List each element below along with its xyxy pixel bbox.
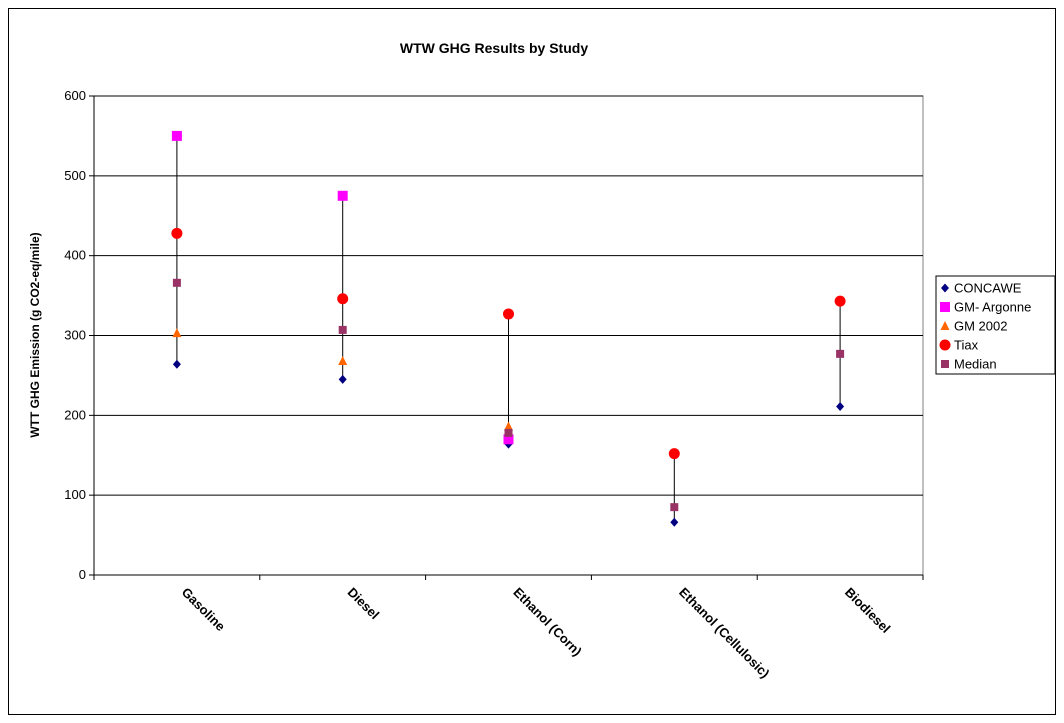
legend-label: GM- Argonne — [954, 300, 1031, 315]
chart-frame: WTW GHG Results by Study 0 100 200 300 400 50… — [8, 8, 1056, 715]
data-point — [338, 374, 347, 384]
data-point — [504, 421, 513, 431]
x-category-label: Gasoline — [179, 585, 228, 634]
legend-marker — [939, 339, 951, 351]
data-point — [172, 278, 181, 287]
y-tick-label: 400 — [64, 248, 86, 263]
data-marks — [171, 130, 846, 527]
legend-marker — [941, 283, 949, 293]
x-category-label: Diesel — [345, 585, 383, 623]
x-category-label: Ethanol (Cellulosic) — [676, 585, 772, 681]
legend: CONCAWE GM- Argonne GM 2002 Tiax Median — [935, 275, 1055, 375]
chart-title: WTW GHG Results by Study — [400, 40, 588, 56]
data-point — [503, 434, 514, 445]
y-tick-label: 600 — [64, 88, 86, 103]
data-point — [836, 349, 845, 358]
data-point — [670, 503, 679, 512]
y-tick-label: 0 — [79, 567, 86, 582]
data-point — [338, 356, 348, 366]
data-point — [836, 402, 845, 412]
legend-marker — [940, 302, 950, 312]
legend-label: Median — [954, 357, 997, 372]
data-point — [503, 308, 514, 320]
data-point — [670, 517, 679, 527]
data-point — [834, 295, 846, 307]
legend-marker — [940, 321, 950, 330]
data-point — [172, 359, 181, 369]
data-point — [337, 293, 349, 305]
data-point — [668, 448, 680, 460]
data-point — [337, 190, 348, 201]
legend-label: Tiax — [954, 338, 979, 353]
data-point — [171, 130, 182, 141]
y-tick-label: 300 — [64, 328, 86, 343]
legend-marker — [941, 360, 949, 368]
y-tick-label: 500 — [64, 168, 86, 183]
legend-box — [935, 275, 1055, 375]
data-point — [504, 428, 513, 437]
gridlines — [94, 95, 923, 496]
x-category-label: Biodiesel — [842, 585, 893, 636]
data-point — [171, 227, 183, 239]
x-category-label: Ethanol (Corn) — [510, 585, 584, 659]
legend-label: GM 2002 — [954, 319, 1007, 334]
y-tick-label: 200 — [64, 407, 86, 422]
y-axis-label: WTT GHG Emission (g CO2-eq/mile) — [28, 232, 42, 437]
y-tick-label: 100 — [64, 487, 86, 502]
data-point — [338, 325, 347, 334]
data-point — [172, 328, 182, 338]
legend-label: CONCAWE — [954, 281, 1022, 296]
chart: WTW GHG Results by Study 0 100 200 300 400 50… — [28, 40, 1055, 681]
